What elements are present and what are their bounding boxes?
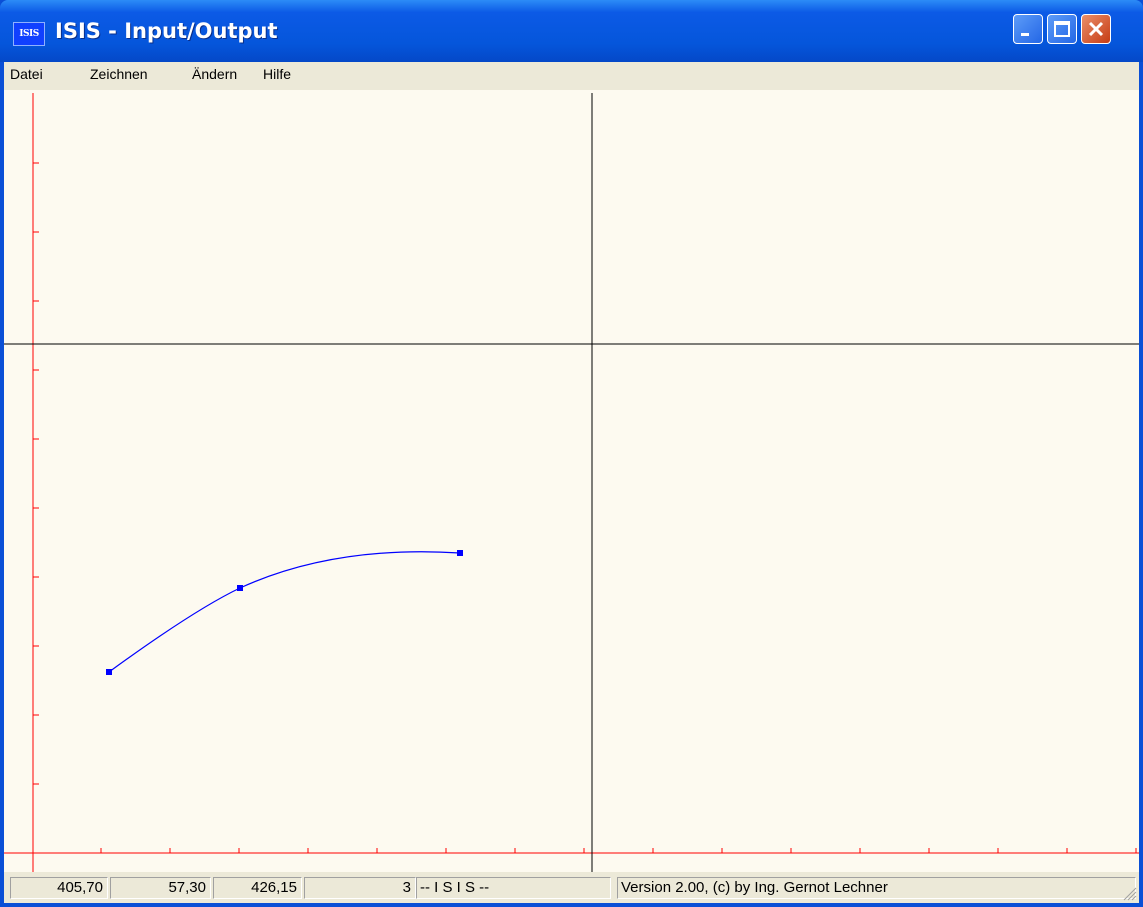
spline-curve[interactable] xyxy=(108,551,461,673)
app-icon[interactable]: ISIS xyxy=(13,22,45,46)
close-icon xyxy=(1088,21,1104,37)
maximize-icon xyxy=(1054,21,1070,37)
status-app-name: -- I S I S -- xyxy=(416,877,611,899)
minimize-button[interactable] xyxy=(1013,14,1043,44)
menu-bar: Datei Zeichnen Ändern Hilfe xyxy=(4,62,1139,90)
status-x-coord: 405,70 xyxy=(10,877,108,899)
control-point[interactable] xyxy=(106,669,112,675)
status-count: 3 xyxy=(304,877,416,899)
status-length: 426,15 xyxy=(213,877,302,899)
menu-aendern[interactable]: Ändern xyxy=(192,66,238,82)
status-bar: 405,70 57,30 426,15 3 -- I S I S -- Vers… xyxy=(4,872,1139,903)
status-y-coord: 57,30 xyxy=(110,877,211,899)
status-version: Version 2.00, (c) by Ing. Gernot Lechner xyxy=(617,877,1136,899)
title-bar[interactable]: ISIS ISIS - Input/Output xyxy=(0,0,1143,62)
maximize-button[interactable] xyxy=(1047,14,1077,44)
menu-hilfe[interactable]: Hilfe xyxy=(263,66,292,82)
resize-grip-icon[interactable] xyxy=(1121,885,1137,901)
drawing-svg[interactable] xyxy=(4,90,1139,872)
drawing-canvas[interactable] xyxy=(4,90,1139,872)
menu-zeichnen[interactable]: Zeichnen xyxy=(90,66,148,82)
control-point[interactable] xyxy=(457,550,463,556)
window-title: ISIS - Input/Output xyxy=(55,19,278,43)
minimize-icon xyxy=(1021,33,1029,36)
control-point[interactable] xyxy=(237,585,243,591)
menu-datei[interactable]: Datei xyxy=(10,66,43,82)
close-button[interactable] xyxy=(1081,14,1111,44)
